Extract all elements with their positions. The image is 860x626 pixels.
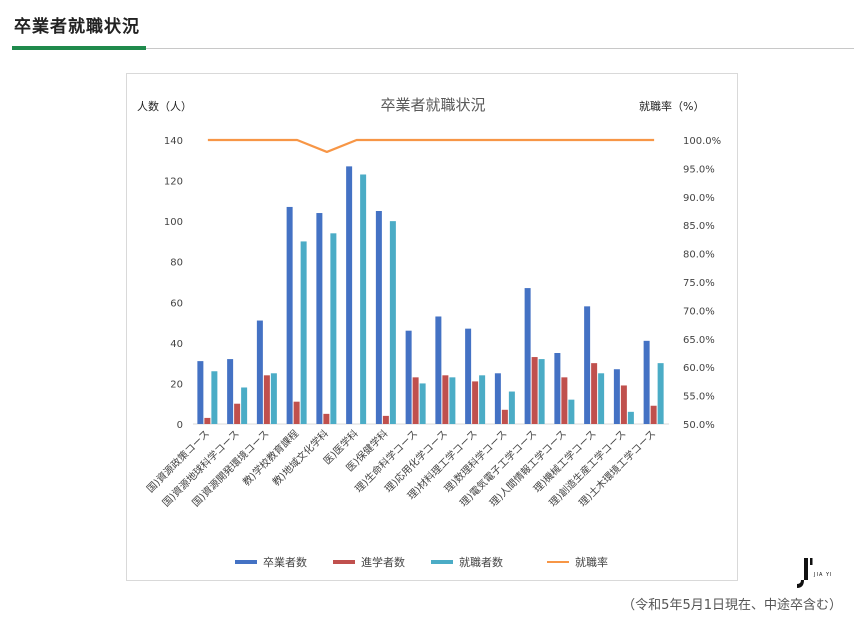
employed-bar	[657, 363, 664, 424]
left-tick-label: 20	[170, 379, 183, 390]
left-tick-label: 100	[164, 217, 183, 228]
further-study-bar	[263, 375, 270, 424]
employed-bar	[598, 373, 605, 424]
further-study-bar	[591, 363, 598, 424]
employed-bar	[449, 377, 456, 424]
employed-bar	[538, 359, 545, 424]
graduates-bar	[375, 211, 382, 424]
graduates-bar	[524, 288, 531, 424]
graduates-bar	[227, 359, 234, 424]
graduates-bar	[494, 373, 501, 424]
employment-chart: 卒業者就職状況 人数（人） 就職率（%） 0 20 40 60 80 100 120 140 50.0…	[137, 96, 721, 569]
right-tick-label: 80.0%	[683, 250, 715, 261]
right-tick-label: 90.0%	[683, 193, 715, 204]
graduates-bar	[256, 320, 263, 424]
employed-bar	[241, 387, 248, 424]
jiayi-logo: JIA YI	[795, 556, 835, 592]
employed-bar	[568, 399, 575, 424]
employed-bar	[389, 221, 396, 424]
further-study-bar	[531, 357, 538, 424]
graduates-bar	[643, 340, 650, 424]
graduates-bar	[435, 316, 442, 424]
left-tick-label: 0	[177, 420, 183, 431]
graduates-bar	[465, 328, 472, 424]
employed-bar	[330, 233, 337, 424]
further-study-bar	[620, 385, 627, 424]
further-study-bar	[442, 375, 449, 424]
further-study-bar	[234, 403, 241, 424]
graduates-bar	[197, 361, 204, 424]
legend-employed-label: 就職者数	[459, 555, 503, 569]
left-tick-label: 120	[164, 177, 183, 188]
graduates-bar	[316, 213, 323, 424]
graduates-bar	[554, 353, 561, 424]
left-axis-title: 人数（人）	[137, 100, 192, 113]
logo-text: JIA YI	[814, 572, 833, 578]
employed-bar	[419, 383, 426, 424]
graduates-bar	[613, 369, 620, 424]
further-study-bar	[323, 413, 330, 424]
page-title: 卒業者就職状況	[14, 17, 140, 37]
employed-bar	[270, 373, 277, 424]
further-study-bar	[204, 417, 211, 424]
right-tick-label: 60.0%	[683, 363, 715, 374]
graduates-bar	[346, 166, 353, 424]
right-tick-label: 55.0%	[683, 392, 715, 403]
left-tick-label: 40	[170, 339, 183, 350]
employed-bar	[300, 241, 307, 424]
further-study-bar	[472, 381, 479, 424]
left-tick-label: 80	[170, 258, 183, 269]
employed-bar	[211, 371, 218, 424]
right-tick-label: 50.0%	[683, 420, 715, 431]
title-divider	[12, 48, 854, 49]
employment-rate-line	[207, 138, 655, 154]
right-axis-title: 就職率（%）	[639, 99, 704, 113]
right-tick-label: 65.0%	[683, 335, 715, 346]
graduates-bar	[405, 330, 412, 424]
legend-further-study-label: 進学者数	[361, 555, 405, 569]
left-tick-label: 140	[164, 136, 183, 147]
left-tick-label: 60	[170, 298, 183, 309]
right-tick-label: 70.0%	[683, 306, 715, 317]
legend-employment-rate-label: 就職率	[575, 555, 608, 569]
employed-bar	[508, 391, 515, 424]
legend-graduates-label: 卒業者数	[263, 555, 307, 569]
further-study-bar	[501, 409, 508, 424]
employed-bar	[627, 411, 634, 424]
further-study-bar	[293, 401, 300, 424]
further-study-bar	[382, 415, 389, 424]
right-tick-label: 75.0%	[683, 278, 715, 289]
further-study-bar	[412, 377, 419, 424]
date-note: （令和5年5月1日現在、中途卒含む）	[622, 598, 842, 613]
title-accent-bar	[12, 46, 146, 50]
right-tick-label: 100.0%	[683, 136, 721, 147]
employed-bar	[479, 375, 486, 424]
right-tick-label: 95.0%	[683, 164, 715, 175]
right-tick-label: 85.0%	[683, 221, 715, 232]
further-study-bar	[561, 377, 568, 424]
further-study-bar	[650, 405, 657, 424]
graduates-bar	[286, 206, 293, 424]
logo-j-icon	[797, 558, 813, 588]
chart-frame: 卒業者就職状況 人数（人） 就職率（%） 0 20 40 60 80 100 120 140 50.0…	[126, 73, 738, 581]
employed-bar	[360, 174, 367, 424]
chart-title: 卒業者就職状況	[380, 96, 485, 114]
graduates-bar	[584, 306, 591, 424]
